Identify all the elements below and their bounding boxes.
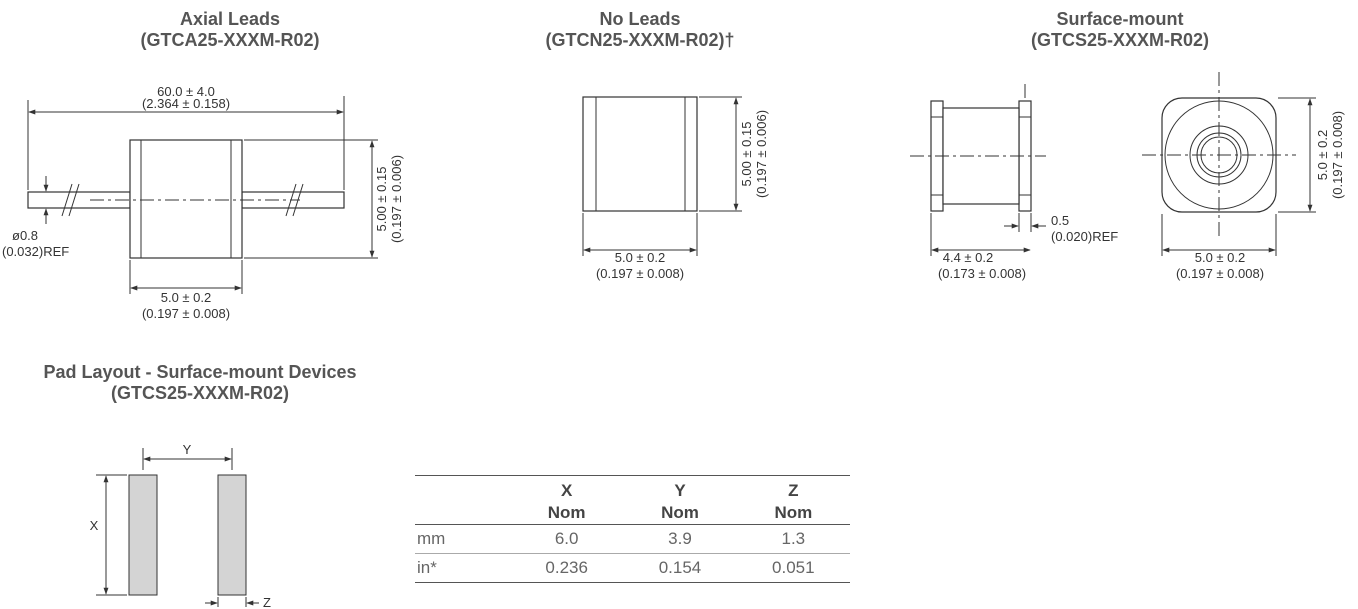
noleads-title-part: (GTCN25-XXXM-R02)† [545, 30, 735, 50]
table-header-z-sub: Nom [774, 503, 813, 522]
pad-title-part: (GTCS25-XXXM-R02) [110, 383, 290, 403]
table-cell: 1.3 [736, 524, 850, 554]
smd-flange-in: (0.020)REF [1051, 229, 1118, 244]
axial-overall-in: (2.364 ± 0.158) [142, 96, 230, 111]
axial-title-name: Axial Leads [179, 9, 281, 29]
pad-right [217, 474, 247, 596]
smd-title-name: Surface-mount [1056, 9, 1184, 29]
axial-body [129, 139, 243, 259]
axial-width-mm: 5.0 ± 0.2 [161, 290, 212, 305]
axial-overall-mm: 60.0 ± 4.0 [157, 84, 215, 99]
table-header-row: X Nom Y Nom Z Nom [415, 475, 850, 525]
table-header-y-sub: Nom [661, 503, 699, 522]
table-header-blank [415, 476, 510, 525]
table-header-y-letter: Y [674, 481, 686, 500]
table-row: in* 0.236 0.154 0.051 [415, 553, 850, 583]
pad-title: Pad Layout - Surface-mount Devices (GTCS… [10, 362, 390, 404]
axial-height-mm: 5.00 ± 0.15 [374, 167, 389, 232]
smd-end-width-in: (0.197 ± 0.008) [1176, 266, 1264, 281]
pad-dimension-table: X Nom Y Nom Z Nom mm 6.0 3.9 1.3 in* 0.2… [415, 475, 850, 583]
axial-lead-left [27, 191, 131, 209]
noleads-drawing: 5.00 ± 0.15 (0.197 ± 0.006) 5.0 ± 0.2 (0… [582, 96, 769, 281]
table-header-z: Z Nom [737, 476, 850, 525]
axial-width-in: (0.197 ± 0.008) [142, 306, 230, 321]
axial-lead-mm: ø0.8 [12, 228, 38, 243]
table-header-z-letter: Z [788, 481, 799, 500]
noleads-height-mm: 5.00 ± 0.15 [739, 122, 754, 187]
smd-length-in: (0.173 ± 0.008) [938, 266, 1026, 281]
smd-title-part: (GTCS25-XXXM-R02) [1030, 30, 1210, 50]
table-header-x-letter: X [560, 481, 573, 500]
table-cell: 0.051 [736, 553, 850, 583]
smd-end-drawing: 5.0 ± 0.2 (0.197 ± 0.008) 5.0 ± 0.2 (0.1… [1142, 72, 1345, 281]
axial-title: Axial Leads (GTCA25-XXXM-R02) [80, 9, 380, 51]
pad-label-x: X [90, 518, 99, 533]
axial-drawing: 60.0 ± 4.0 (2.364 ± 0.158) 5.00 ± 0.15 (… [2, 84, 404, 321]
noleads-width-in: (0.197 ± 0.008) [596, 266, 684, 281]
noleads-title-name: No Leads [599, 9, 681, 29]
noleads-body [582, 96, 698, 212]
pad-left [128, 474, 158, 596]
smd-end-height-in: (0.197 ± 0.008) [1330, 111, 1345, 199]
table-cell: 0.154 [623, 553, 737, 583]
smd-end-height-mm: 5.0 ± 0.2 [1315, 130, 1330, 181]
table-cell: 6.0 [510, 524, 624, 554]
table-row-unit: in* [415, 553, 510, 583]
smd-flange-mm: 0.5 [1051, 213, 1069, 228]
table-header-y: Y Nom [623, 476, 736, 525]
table-row: mm 6.0 3.9 1.3 [415, 524, 850, 554]
noleads-title: No Leads (GTCN25-XXXM-R02)† [490, 9, 790, 51]
table-header-x: X Nom [510, 476, 623, 525]
table-header-x-sub: Nom [547, 503, 586, 522]
smd-side-drawing: 4.4 ± 0.2 (0.173 ± 0.008) 0.5 (0.020)REF [910, 84, 1118, 281]
noleads-height-in: (0.197 ± 0.006) [754, 110, 769, 198]
axial-title-part: (GTCA25-XXXM-R02) [140, 30, 320, 50]
pad-label-z: Z [263, 595, 271, 609]
smd-length-mm: 4.4 ± 0.2 [943, 250, 994, 265]
smd-end-width-mm: 5.0 ± 0.2 [1195, 250, 1246, 265]
pad-drawing: Y X Z [90, 442, 271, 609]
table-row-unit: mm [415, 524, 510, 554]
noleads-width-mm: 5.0 ± 0.2 [615, 250, 666, 265]
axial-height-in: (0.197 ± 0.006) [389, 155, 404, 243]
pad-title-name: Pad Layout - Surface-mount Devices [43, 362, 357, 382]
axial-break-left [61, 183, 80, 217]
smd-title: Surface-mount (GTCS25-XXXM-R02) [970, 9, 1270, 51]
pad-label-y: Y [183, 442, 192, 457]
table-cell: 3.9 [623, 524, 737, 554]
table-cell: 0.236 [510, 553, 624, 583]
axial-lead-in: (0.032)REF [2, 244, 69, 259]
